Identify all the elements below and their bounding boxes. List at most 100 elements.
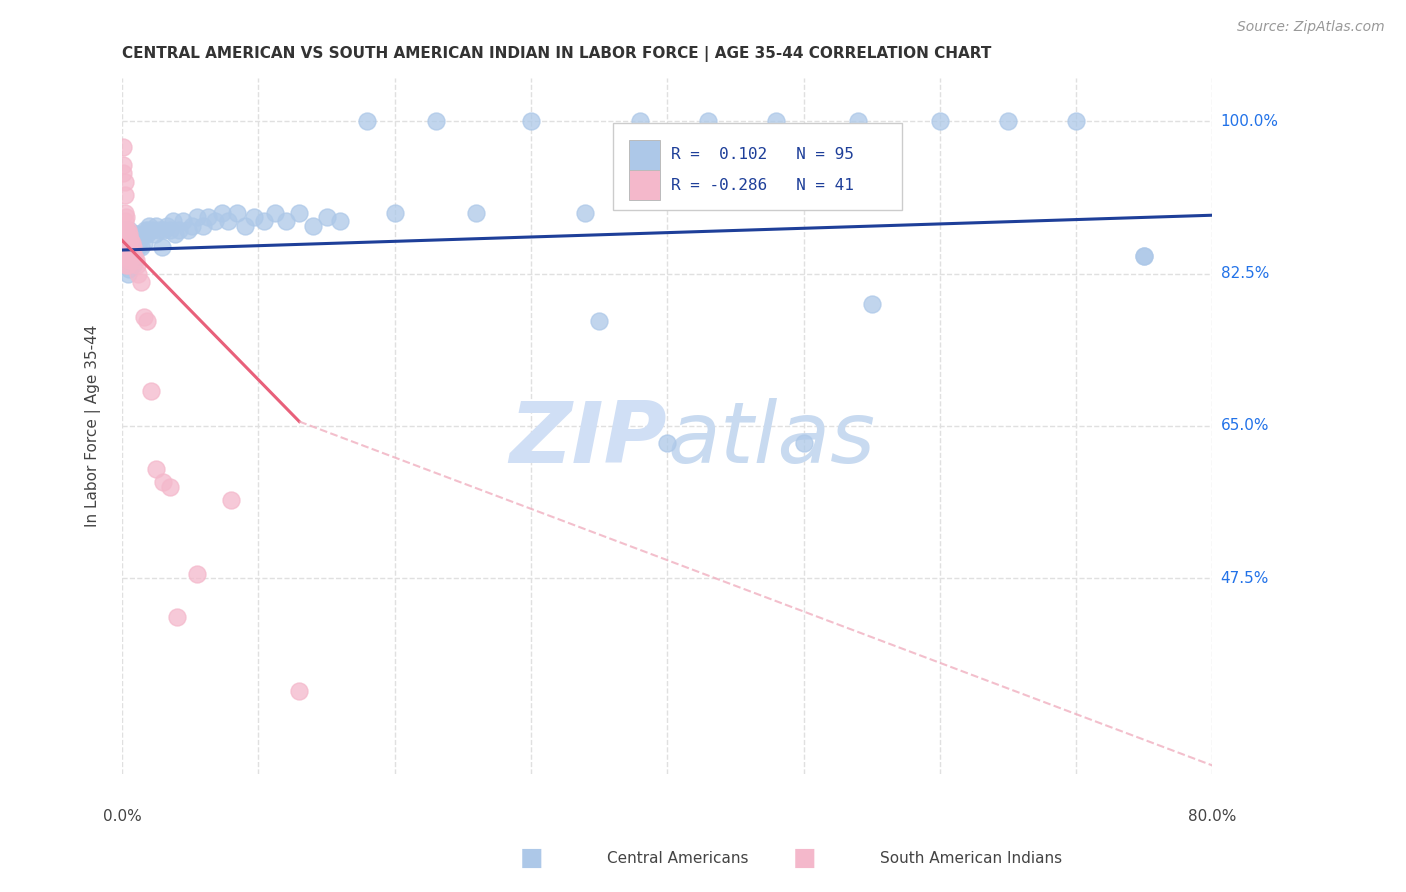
Point <box>115 258 138 272</box>
Point <box>574 205 596 219</box>
Point <box>114 253 136 268</box>
Point <box>125 253 148 268</box>
Point <box>121 227 143 242</box>
Point <box>121 236 143 251</box>
Point <box>425 114 447 128</box>
Point <box>112 240 135 254</box>
Point <box>127 258 149 272</box>
Text: 0.0%: 0.0% <box>103 809 142 824</box>
Point <box>143 227 166 242</box>
Point <box>115 210 138 224</box>
Point <box>124 249 146 263</box>
Point <box>115 236 138 251</box>
FancyBboxPatch shape <box>613 123 901 210</box>
Point <box>588 314 610 328</box>
Point <box>120 240 142 254</box>
Point <box>114 175 136 189</box>
Point <box>129 275 152 289</box>
Text: 47.5%: 47.5% <box>1220 571 1268 586</box>
Point <box>329 214 352 228</box>
Text: CENTRAL AMERICAN VS SOUTH AMERICAN INDIAN IN LABOR FORCE | AGE 35-44 CORRELATION: CENTRAL AMERICAN VS SOUTH AMERICAN INDIA… <box>122 46 991 62</box>
Point <box>120 249 142 263</box>
Point <box>132 236 155 251</box>
Point <box>127 240 149 254</box>
Point <box>112 140 135 154</box>
Point <box>128 232 150 246</box>
Point <box>117 258 139 272</box>
Text: R =  0.102   N = 95: R = 0.102 N = 95 <box>671 147 853 161</box>
Text: 65.0%: 65.0% <box>1220 418 1270 434</box>
Bar <box>628 170 659 200</box>
Point <box>120 232 142 246</box>
Point <box>117 236 139 251</box>
Point <box>846 114 869 128</box>
Point <box>118 240 141 254</box>
Point <box>162 214 184 228</box>
Text: 82.5%: 82.5% <box>1220 266 1268 281</box>
Point <box>138 219 160 233</box>
Point <box>152 475 174 490</box>
Point <box>114 236 136 251</box>
Point <box>159 223 181 237</box>
Point <box>191 219 214 233</box>
Text: 80.0%: 80.0% <box>1188 809 1236 824</box>
Point <box>263 205 285 219</box>
Point <box>115 249 138 263</box>
Point <box>129 240 152 254</box>
Point <box>134 223 156 237</box>
Point <box>765 114 787 128</box>
Point <box>122 232 145 246</box>
Point <box>657 436 679 450</box>
Point <box>148 223 170 237</box>
Point <box>145 462 167 476</box>
Point <box>122 240 145 254</box>
Point <box>135 227 157 242</box>
Point <box>141 223 163 237</box>
Text: ■: ■ <box>520 847 543 870</box>
Point <box>356 114 378 128</box>
Point <box>118 227 141 242</box>
Point <box>1064 114 1087 128</box>
Point <box>153 223 176 237</box>
Point <box>114 214 136 228</box>
Point <box>115 223 138 237</box>
Point <box>122 244 145 259</box>
Point <box>274 214 297 228</box>
Point <box>792 436 814 450</box>
Point <box>118 232 141 246</box>
Point <box>159 480 181 494</box>
Point <box>117 240 139 254</box>
Point <box>211 205 233 219</box>
Point <box>176 223 198 237</box>
Point <box>115 258 138 272</box>
Point <box>114 188 136 202</box>
Point <box>186 566 208 581</box>
Point <box>120 249 142 263</box>
Point <box>225 205 247 219</box>
Point <box>127 227 149 242</box>
Point <box>112 227 135 242</box>
Point <box>197 210 219 224</box>
Bar <box>628 140 659 169</box>
Point <box>139 384 162 398</box>
Point <box>628 114 651 128</box>
Point <box>186 210 208 224</box>
Point <box>117 227 139 242</box>
Point <box>120 258 142 272</box>
Y-axis label: In Labor Force | Age 35-44: In Labor Force | Age 35-44 <box>86 325 101 527</box>
Point <box>697 114 720 128</box>
Text: South American Indians: South American Indians <box>880 851 1063 865</box>
Point <box>169 223 191 237</box>
Point <box>115 232 138 246</box>
Point <box>928 114 950 128</box>
Point <box>465 205 488 219</box>
Point <box>122 258 145 272</box>
Point <box>860 297 883 311</box>
Point <box>384 205 406 219</box>
Point <box>166 610 188 624</box>
Point <box>118 253 141 268</box>
Point <box>520 114 543 128</box>
Point <box>117 249 139 263</box>
Point <box>115 240 138 254</box>
Point <box>217 214 239 228</box>
